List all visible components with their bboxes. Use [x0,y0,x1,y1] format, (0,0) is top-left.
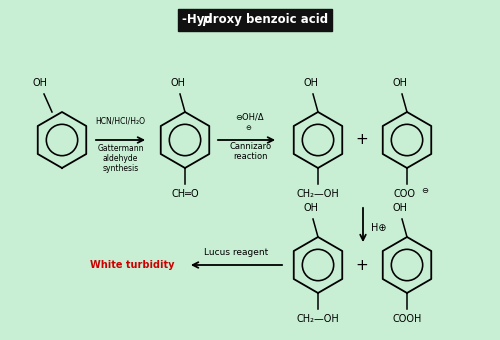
Text: OH: OH [32,78,48,88]
Text: ⊖OH/Δ: ⊖OH/Δ [235,113,264,122]
Text: aldehyde: aldehyde [103,154,138,163]
Text: COO: COO [394,189,416,199]
Text: OH: OH [392,203,407,213]
Text: ⊖: ⊖ [422,186,428,195]
Text: HCN/HCl/H₂O: HCN/HCl/H₂O [96,117,146,126]
Text: White turbidity: White turbidity [90,260,175,270]
Text: CH₂—OH: CH₂—OH [296,189,340,199]
Text: synthesis: synthesis [102,164,139,173]
Text: CH═O: CH═O [171,189,199,199]
Text: ⊖: ⊖ [246,125,252,131]
Text: reaction: reaction [233,152,268,161]
Text: +: + [356,257,368,272]
Text: OH: OH [392,78,407,88]
Text: +: + [356,133,368,148]
Text: Cannizaro: Cannizaro [230,142,272,151]
Text: OH: OH [304,78,318,88]
Text: OH: OH [304,203,318,213]
Text: p: p [202,14,210,27]
Text: H⊕: H⊕ [371,223,386,233]
Text: -Hydroxy benzoic acid: -Hydroxy benzoic acid [182,14,328,27]
Text: OH: OH [170,78,186,88]
Text: Lucus reagent: Lucus reagent [204,248,268,257]
Text: COOH: COOH [392,314,422,324]
Text: CH₂—OH: CH₂—OH [296,314,340,324]
Text: Gattermann: Gattermann [97,144,144,153]
